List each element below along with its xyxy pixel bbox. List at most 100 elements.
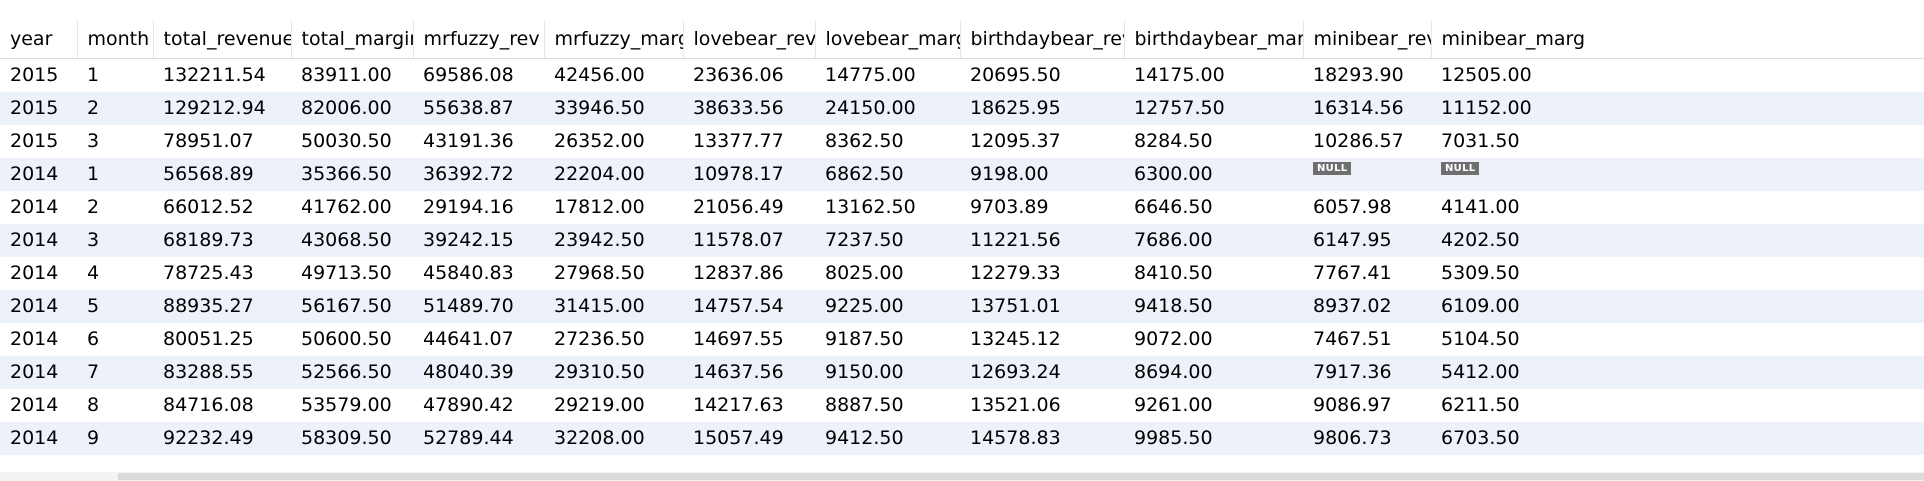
cell-birthdaybear-rev[interactable]: 11221.56 — [960, 224, 1124, 257]
cell-minibear-rev[interactable]: NULL — [1303, 158, 1431, 191]
cell-minibear-rev[interactable]: 8937.02 — [1303, 290, 1431, 323]
cell-lovebear-rev[interactable]: 14217.63 — [683, 389, 815, 422]
cell-mrfuzzy-marg[interactable]: 33946.50 — [544, 92, 683, 125]
cell-total-revenue[interactable]: 132211.54 — [153, 58, 291, 92]
cell-total-margin[interactable]: 53579.00 — [291, 389, 413, 422]
cell-lovebear-marg[interactable]: 8887.50 — [815, 389, 960, 422]
table-row[interactable]: 2015 3 78951.07 50030.50 43191.36 26352.00 133… — [0, 125, 1924, 158]
cell-total-margin[interactable]: 50600.50 — [291, 323, 413, 356]
column-header-lovebear-marg[interactable]: lovebear_marg — [815, 20, 961, 59]
cell-birthdaybear-marg[interactable]: 8410.50 — [1124, 257, 1303, 290]
cell-total-margin[interactable]: 49713.50 — [291, 257, 413, 290]
cell-minibear-marg[interactable]: 12505.00 — [1431, 58, 1924, 92]
cell-lovebear-rev[interactable]: 10978.17 — [683, 158, 815, 191]
cell-minibear-marg[interactable]: NULL — [1431, 158, 1924, 191]
cell-year[interactable]: 2014 — [0, 191, 77, 224]
cell-minibear-marg[interactable]: 4202.50 — [1431, 224, 1924, 257]
cell-mrfuzzy-rev[interactable]: 47890.42 — [413, 389, 544, 422]
cell-lovebear-marg[interactable]: 14775.00 — [815, 58, 960, 92]
cell-total-margin[interactable]: 35366.50 — [291, 158, 413, 191]
cell-month[interactable]: 3 — [77, 125, 153, 158]
cell-birthdaybear-rev[interactable]: 20695.50 — [960, 58, 1124, 92]
cell-total-revenue[interactable]: 88935.27 — [153, 290, 291, 323]
cell-month[interactable]: 8 — [77, 389, 153, 422]
cell-minibear-marg[interactable]: 7031.50 — [1431, 125, 1924, 158]
table-row[interactable]: 2014 3 68189.73 43068.50 39242.15 23942.50 115… — [0, 224, 1924, 257]
cell-lovebear-rev[interactable]: 14757.54 — [683, 290, 815, 323]
cell-year[interactable]: 2015 — [0, 125, 77, 158]
cell-minibear-rev[interactable]: 7767.41 — [1303, 257, 1431, 290]
cell-mrfuzzy-marg[interactable]: 22204.00 — [544, 158, 683, 191]
cell-month[interactable]: 1 — [77, 158, 153, 191]
cell-month[interactable]: 5 — [77, 290, 153, 323]
cell-birthdaybear-rev[interactable]: 14578.83 — [960, 422, 1124, 455]
cell-lovebear-marg[interactable]: 9187.50 — [815, 323, 960, 356]
column-header-minibear-rev[interactable]: minibear_rev — [1303, 20, 1432, 59]
cell-lovebear-marg[interactable]: 8025.00 — [815, 257, 960, 290]
cell-birthdaybear-marg[interactable]: 6300.00 — [1124, 158, 1303, 191]
column-header-lovebear-rev[interactable]: lovebear_rev — [683, 20, 816, 59]
cell-mrfuzzy-marg[interactable]: 29310.50 — [544, 356, 683, 389]
column-header-birthdaybear-rev[interactable]: birthdaybear_rev — [960, 20, 1125, 59]
cell-total-revenue[interactable]: 56568.89 — [153, 158, 291, 191]
cell-total-revenue[interactable]: 83288.55 — [153, 356, 291, 389]
cell-mrfuzzy-marg[interactable]: 31415.00 — [544, 290, 683, 323]
cell-month[interactable]: 1 — [77, 58, 153, 92]
cell-minibear-rev[interactable]: 18293.90 — [1303, 58, 1431, 92]
cell-total-margin[interactable]: 83911.00 — [291, 58, 413, 92]
cell-mrfuzzy-rev[interactable]: 69586.08 — [413, 58, 544, 92]
cell-month[interactable]: 4 — [77, 257, 153, 290]
cell-mrfuzzy-marg[interactable]: 17812.00 — [544, 191, 683, 224]
cell-month[interactable]: 9 — [77, 422, 153, 455]
table-row[interactable]: 2015 2 129212.94 82006.00 55638.87 33946.50 38… — [0, 92, 1924, 125]
cell-birthdaybear-rev[interactable]: 9198.00 — [960, 158, 1124, 191]
cell-year[interactable]: 2014 — [0, 290, 77, 323]
cell-mrfuzzy-rev[interactable]: 48040.39 — [413, 356, 544, 389]
cell-birthdaybear-marg[interactable]: 9072.00 — [1124, 323, 1303, 356]
cell-minibear-marg[interactable]: 6211.50 — [1431, 389, 1924, 422]
cell-year[interactable]: 2014 — [0, 356, 77, 389]
cell-mrfuzzy-rev[interactable]: 39242.15 — [413, 224, 544, 257]
cell-lovebear-marg[interactable]: 8362.50 — [815, 125, 960, 158]
cell-total-margin[interactable]: 50030.50 — [291, 125, 413, 158]
cell-birthdaybear-marg[interactable]: 9418.50 — [1124, 290, 1303, 323]
cell-minibear-marg[interactable]: 5104.50 — [1431, 323, 1924, 356]
cell-mrfuzzy-marg[interactable]: 32208.00 — [544, 422, 683, 455]
cell-mrfuzzy-marg[interactable]: 42456.00 — [544, 58, 683, 92]
cell-total-margin[interactable]: 41762.00 — [291, 191, 413, 224]
table-row[interactable]: 2014 4 78725.43 49713.50 45840.83 27968.50 128… — [0, 257, 1924, 290]
cell-minibear-marg[interactable]: 5412.00 — [1431, 356, 1924, 389]
column-header-minibear-marg[interactable]: minibear_marg — [1431, 20, 1924, 59]
horizontal-scrollbar-thumb[interactable] — [118, 473, 1924, 480]
cell-birthdaybear-marg[interactable]: 12757.50 — [1124, 92, 1303, 125]
cell-mrfuzzy-rev[interactable]: 29194.16 — [413, 191, 544, 224]
cell-birthdaybear-marg[interactable]: 7686.00 — [1124, 224, 1303, 257]
cell-lovebear-rev[interactable]: 12837.86 — [683, 257, 815, 290]
cell-birthdaybear-marg[interactable]: 14175.00 — [1124, 58, 1303, 92]
cell-lovebear-rev[interactable]: 14697.55 — [683, 323, 815, 356]
cell-lovebear-rev[interactable]: 14637.56 — [683, 356, 815, 389]
cell-total-revenue[interactable]: 80051.25 — [153, 323, 291, 356]
table-row[interactable]: 2014 1 56568.89 35366.50 36392.72 22204.00 109… — [0, 158, 1924, 191]
cell-month[interactable]: 3 — [77, 224, 153, 257]
cell-mrfuzzy-marg[interactable]: 29219.00 — [544, 389, 683, 422]
cell-lovebear-rev[interactable]: 13377.77 — [683, 125, 815, 158]
cell-total-margin[interactable]: 56167.50 — [291, 290, 413, 323]
table-row[interactable]: 2014 9 92232.49 58309.50 52789.44 32208.00 150… — [0, 422, 1924, 455]
cell-total-revenue[interactable]: 78725.43 — [153, 257, 291, 290]
cell-lovebear-rev[interactable]: 38633.56 — [683, 92, 815, 125]
cell-total-margin[interactable]: 82006.00 — [291, 92, 413, 125]
cell-mrfuzzy-rev[interactable]: 36392.72 — [413, 158, 544, 191]
cell-month[interactable]: 6 — [77, 323, 153, 356]
cell-birthdaybear-marg[interactable]: 8694.00 — [1124, 356, 1303, 389]
column-header-birthdaybear-marg[interactable]: birthdaybear_marg — [1124, 20, 1304, 59]
cell-birthdaybear-rev[interactable]: 13521.06 — [960, 389, 1124, 422]
cell-birthdaybear-marg[interactable]: 8284.50 — [1124, 125, 1303, 158]
cell-minibear-marg[interactable]: 6703.50 — [1431, 422, 1924, 455]
cell-mrfuzzy-marg[interactable]: 26352.00 — [544, 125, 683, 158]
cell-mrfuzzy-rev[interactable]: 52789.44 — [413, 422, 544, 455]
cell-minibear-rev[interactable]: 10286.57 — [1303, 125, 1431, 158]
cell-year[interactable]: 2014 — [0, 158, 77, 191]
cell-birthdaybear-rev[interactable]: 18625.95 — [960, 92, 1124, 125]
cell-lovebear-marg[interactable]: 24150.00 — [815, 92, 960, 125]
